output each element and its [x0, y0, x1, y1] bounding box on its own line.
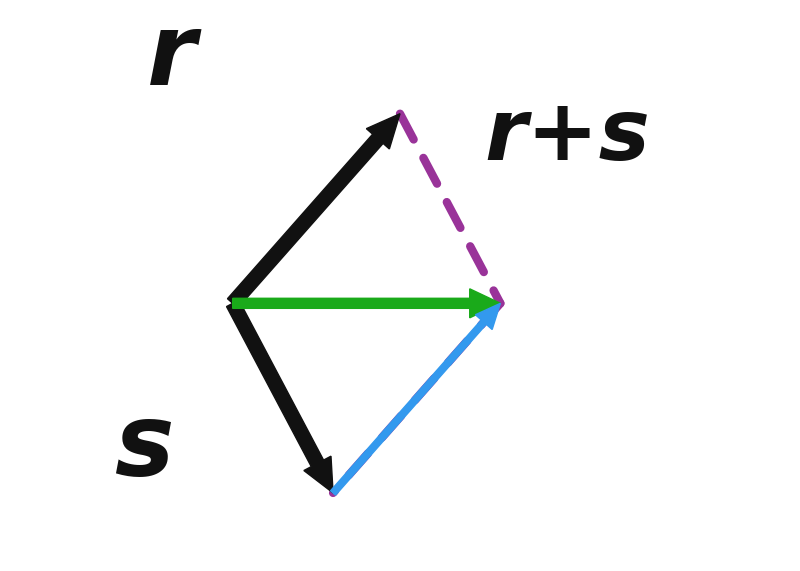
- FancyArrow shape: [233, 289, 500, 318]
- Text: r: r: [146, 10, 196, 106]
- FancyArrow shape: [330, 303, 500, 495]
- Text: r+s: r+s: [484, 95, 650, 178]
- FancyArrow shape: [226, 300, 333, 493]
- FancyArrow shape: [227, 114, 400, 308]
- Text: s: s: [114, 400, 174, 497]
